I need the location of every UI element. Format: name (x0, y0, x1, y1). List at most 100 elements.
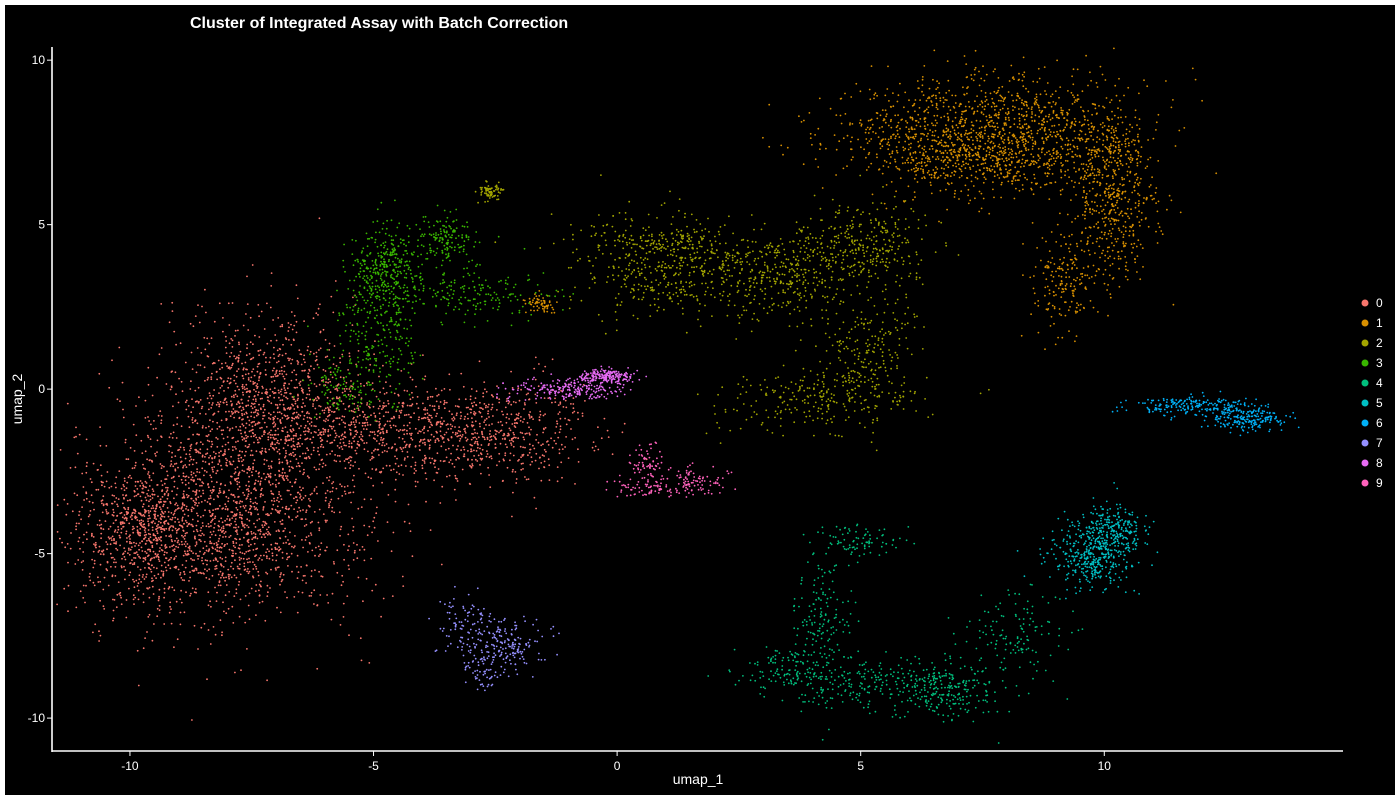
cell-point (191, 476, 194, 479)
cell-point (282, 430, 284, 433)
cell-point (169, 534, 172, 536)
cell-point (183, 449, 186, 451)
cell-point (504, 443, 507, 446)
cell-point (155, 504, 158, 507)
cell-point (538, 290, 541, 292)
cell-point (114, 529, 117, 532)
cell-point (470, 424, 473, 426)
cell-point (247, 604, 250, 607)
cell-point (77, 559, 80, 561)
cell-point (972, 165, 975, 168)
cell-point (252, 383, 255, 385)
cell-point (508, 392, 511, 395)
cell-point (428, 448, 431, 450)
cell-point (231, 517, 234, 519)
cell-point (171, 456, 173, 458)
cell-point (119, 536, 122, 539)
cell-point (215, 544, 218, 547)
cell-point (247, 526, 250, 529)
cell-point (440, 389, 443, 392)
cell-point (265, 390, 267, 393)
cell-point (322, 368, 325, 371)
cell-point (283, 377, 286, 380)
cell-point (295, 284, 298, 287)
cell-point (345, 444, 347, 447)
cell-point (189, 322, 192, 325)
cell-point (314, 569, 316, 571)
cell-point (129, 474, 131, 477)
cell-point (265, 426, 268, 428)
cell-point (195, 552, 197, 555)
cell-point (984, 129, 986, 132)
cell-point (324, 420, 327, 423)
cell-point (357, 350, 360, 352)
cell-point (181, 503, 184, 506)
cell-point (258, 471, 260, 474)
cell-point (406, 390, 409, 392)
cell-point (957, 163, 960, 166)
cell-point (310, 453, 313, 456)
cell-point (173, 463, 176, 465)
cell-point (523, 438, 526, 441)
cell-point (1014, 166, 1017, 169)
cell-point (292, 467, 294, 469)
cell-point (214, 568, 217, 570)
cell-point (71, 510, 74, 513)
cell-point (278, 469, 280, 472)
cell-point (86, 461, 88, 464)
cell-point (164, 500, 167, 503)
cell-point (142, 601, 145, 604)
cell-point (120, 487, 123, 490)
cell-point (241, 544, 243, 546)
cell-point (1068, 330, 1070, 332)
cell-point (131, 546, 133, 548)
cell-point (142, 503, 145, 506)
cell-point (160, 570, 163, 572)
cell-point (469, 483, 472, 485)
cell-point (326, 396, 329, 399)
cell-point (195, 591, 198, 594)
cell-point (276, 510, 278, 512)
cell-point (829, 107, 832, 110)
cell-point (199, 364, 202, 367)
cell-point (571, 438, 574, 441)
cell-point (210, 397, 213, 400)
cell-point (242, 424, 245, 427)
cell-point (203, 336, 206, 339)
cell-point (204, 499, 206, 502)
cell-point (187, 523, 190, 526)
cell-point (506, 413, 509, 416)
cell-point (246, 303, 249, 305)
cell-point (1089, 211, 1091, 214)
cell-point (278, 372, 281, 375)
cell-point (180, 441, 182, 444)
cell-point (170, 463, 173, 465)
cell-point (298, 427, 301, 430)
cell-point (154, 452, 157, 455)
cell-point (437, 439, 440, 442)
cell-point (421, 464, 424, 467)
cell-point (164, 510, 167, 513)
cell-point (216, 507, 219, 510)
cell-point (394, 443, 396, 446)
cell-point (158, 595, 161, 598)
cell-point (289, 357, 291, 360)
cell-point (181, 481, 184, 484)
cell-point (338, 455, 341, 457)
cell-point (271, 441, 274, 444)
cell-point (136, 649, 139, 652)
cell-point (366, 404, 368, 406)
cell-point (233, 574, 236, 577)
cell-point (280, 366, 283, 369)
cell-point (460, 415, 463, 417)
cell-point (413, 472, 416, 475)
cell-point (349, 433, 352, 436)
cell-point (474, 420, 477, 423)
cell-point (456, 412, 458, 415)
cell-point (270, 285, 273, 287)
cell-point (250, 421, 253, 424)
cell-point (225, 419, 228, 421)
cell-point (332, 419, 335, 422)
cell-point (324, 464, 327, 467)
cell-point (196, 347, 199, 349)
